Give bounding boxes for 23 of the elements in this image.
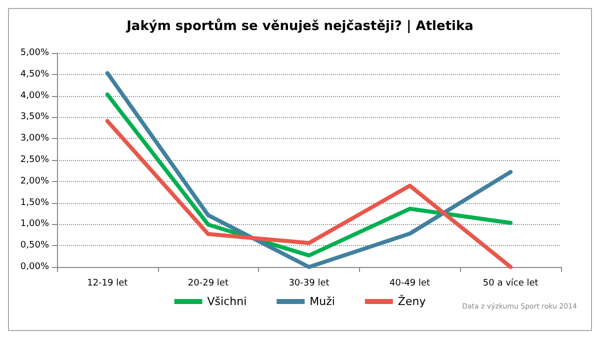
- x-tick-label: 40-49 let: [390, 278, 431, 288]
- x-tick-label: 20-29 let: [188, 278, 229, 288]
- x-tick-label: 50 a více let: [482, 278, 539, 288]
- x-tick-label: 30-39 let: [288, 278, 330, 288]
- line-series: [105, 92, 513, 258]
- y-tick-label: 1,50%: [20, 198, 50, 208]
- y-tick-label: 0,50%: [20, 240, 50, 251]
- y-tick-label: 3,50%: [20, 112, 50, 122]
- line-series: [105, 119, 513, 269]
- legend-label: Muži: [310, 295, 335, 308]
- y-tick-label: 5,00%: [20, 48, 50, 58]
- y-tick-label: 3,00%: [20, 134, 50, 144]
- y-tick-label: 4,50%: [20, 69, 50, 80]
- y-tick-label: 0,00%: [20, 262, 50, 272]
- y-tick-label: 1,00%: [20, 219, 50, 230]
- x-tick-label: 12-19 let: [87, 278, 128, 288]
- y-tick-label: 4,00%: [20, 90, 50, 101]
- legend-label: Všichni: [207, 295, 247, 308]
- chart-title: Jakým sportům se věnuješ nejčastěji? | Atletika: [126, 18, 474, 34]
- line-series: [105, 71, 513, 269]
- y-tick-label: 2,00%: [20, 176, 50, 186]
- legend-label: Ženy: [398, 294, 426, 308]
- y-tick-label: 2,50%: [20, 155, 50, 165]
